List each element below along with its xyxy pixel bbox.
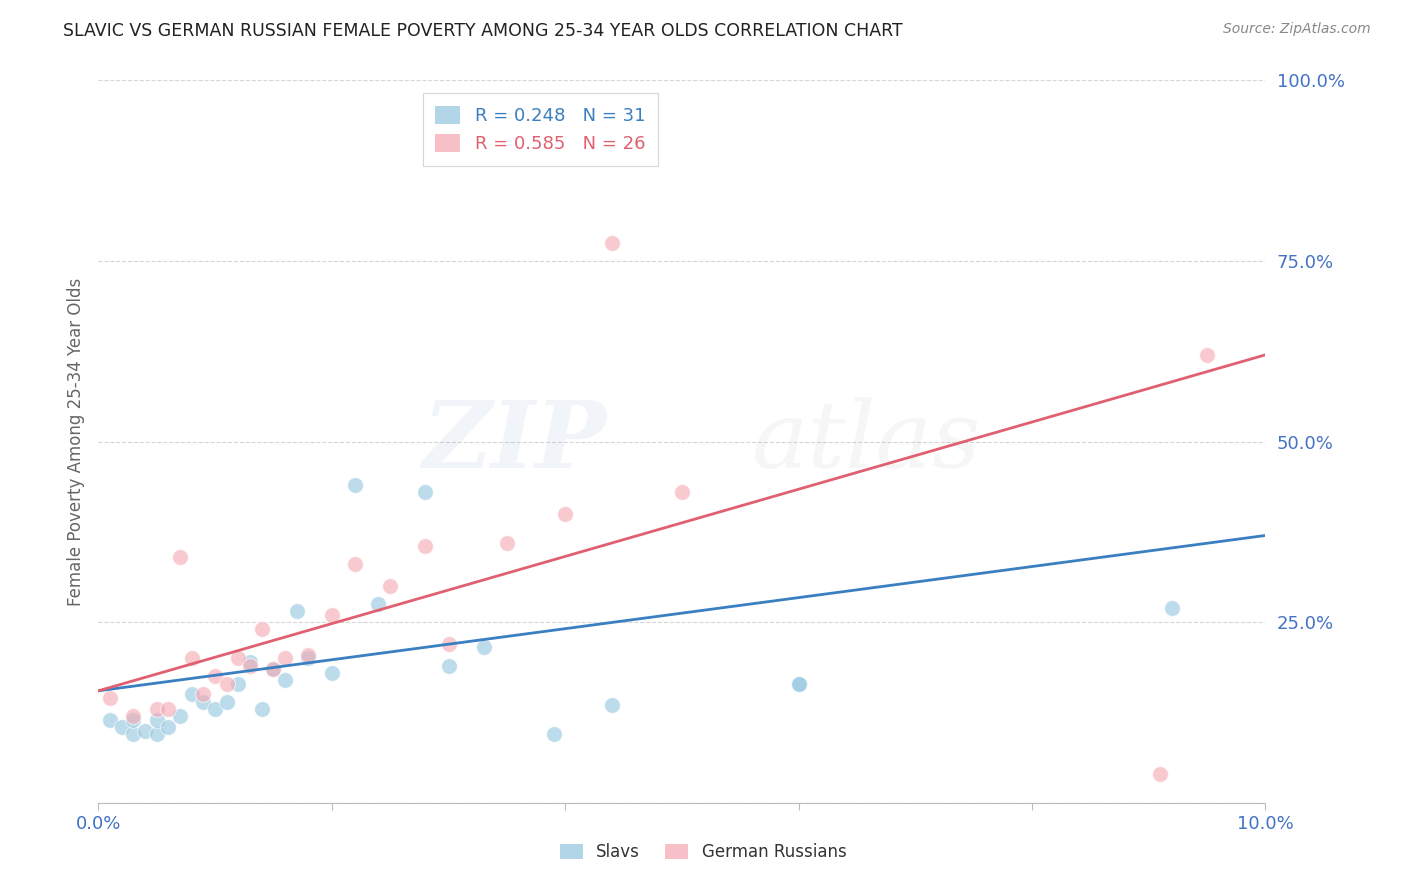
Point — [215, 695, 238, 709]
Point — [321, 665, 343, 680]
Point — [274, 651, 297, 665]
Point — [262, 662, 284, 676]
Point — [146, 713, 169, 727]
Text: ZIP: ZIP — [422, 397, 606, 486]
Point — [671, 485, 693, 500]
Point — [122, 713, 145, 727]
Point — [111, 720, 134, 734]
Point — [122, 727, 145, 741]
Point — [472, 640, 495, 655]
Point — [413, 485, 436, 500]
Text: atlas: atlas — [752, 397, 981, 486]
Point — [274, 673, 297, 687]
Point — [169, 709, 191, 723]
Point — [239, 658, 262, 673]
Point — [437, 637, 460, 651]
Point — [250, 623, 273, 637]
Point — [98, 691, 121, 706]
Point — [204, 669, 226, 683]
Point — [1195, 348, 1218, 362]
Point — [193, 695, 215, 709]
Point — [122, 709, 145, 723]
Point — [367, 597, 389, 611]
Point — [193, 687, 215, 701]
Point — [285, 604, 308, 618]
Point — [344, 478, 367, 492]
Point — [437, 658, 460, 673]
Point — [321, 607, 343, 622]
Legend: Slavs, German Russians: Slavs, German Russians — [553, 837, 853, 868]
Point — [344, 558, 367, 572]
Point — [134, 723, 156, 738]
Point — [157, 720, 180, 734]
Point — [543, 727, 565, 741]
Legend: R = 0.248   N = 31, R = 0.585   N = 26: R = 0.248 N = 31, R = 0.585 N = 26 — [423, 93, 658, 166]
Point — [380, 579, 402, 593]
Point — [146, 727, 169, 741]
Point — [98, 713, 121, 727]
Point — [204, 702, 226, 716]
Point — [496, 535, 519, 549]
Point — [228, 651, 250, 665]
Text: Source: ZipAtlas.com: Source: ZipAtlas.com — [1223, 22, 1371, 37]
Point — [600, 235, 623, 250]
Point — [239, 655, 262, 669]
Point — [554, 507, 576, 521]
Point — [146, 702, 169, 716]
Y-axis label: Female Poverty Among 25-34 Year Olds: Female Poverty Among 25-34 Year Olds — [66, 277, 84, 606]
Point — [297, 651, 319, 665]
Point — [1161, 600, 1184, 615]
Point — [297, 648, 319, 662]
Point — [413, 539, 436, 553]
Point — [228, 676, 250, 690]
Point — [250, 702, 273, 716]
Point — [157, 702, 180, 716]
Point — [180, 651, 202, 665]
Point — [262, 662, 284, 676]
Point — [215, 676, 238, 690]
Point — [1149, 767, 1171, 781]
Point — [787, 676, 810, 690]
Point — [787, 676, 810, 690]
Text: SLAVIC VS GERMAN RUSSIAN FEMALE POVERTY AMONG 25-34 YEAR OLDS CORRELATION CHART: SLAVIC VS GERMAN RUSSIAN FEMALE POVERTY … — [63, 22, 903, 40]
Point — [600, 698, 623, 713]
Point — [180, 687, 202, 701]
Point — [169, 550, 191, 565]
